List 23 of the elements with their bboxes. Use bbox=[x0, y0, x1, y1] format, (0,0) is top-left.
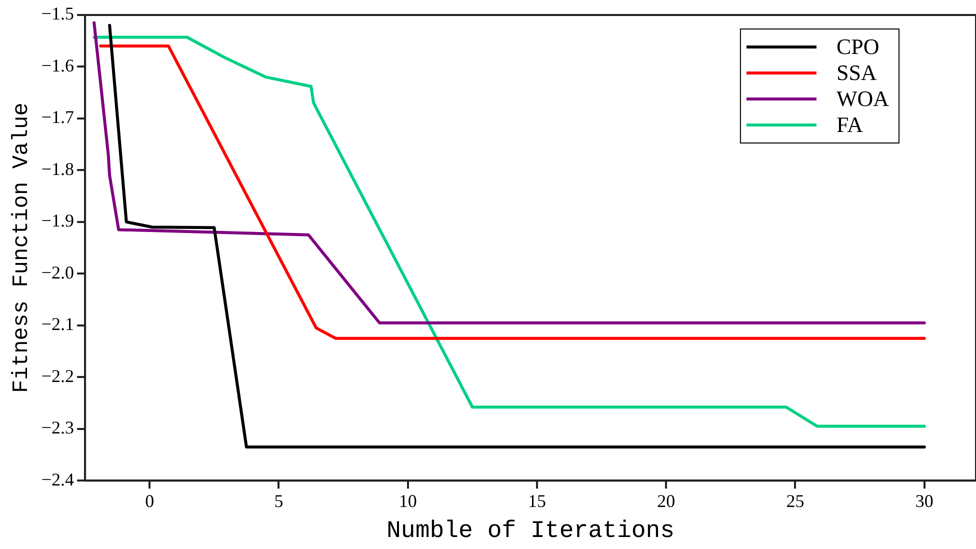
y-tick-label: −2.0 bbox=[41, 262, 74, 282]
y-tick-label: −2.2 bbox=[41, 366, 74, 386]
legend-label: SSA bbox=[836, 60, 877, 85]
x-tick-label: 20 bbox=[657, 491, 676, 512]
y-tick-label: −1.5 bbox=[41, 4, 74, 24]
y-tick-label: −1.6 bbox=[41, 55, 74, 76]
y-tick-label: −1.7 bbox=[41, 107, 74, 128]
x-tick-label: 10 bbox=[398, 491, 417, 512]
x-tick-label: 15 bbox=[528, 491, 546, 512]
legend-label: FA bbox=[836, 112, 864, 137]
y-tick-label: −2.1 bbox=[41, 314, 74, 334]
x-tick-label: 30 bbox=[915, 491, 934, 512]
y-axis-title: Fitness Function Value bbox=[9, 102, 34, 394]
y-tick-label: −1.8 bbox=[41, 158, 74, 179]
y-tick-label: −1.9 bbox=[41, 210, 74, 231]
x-tick-label: 25 bbox=[786, 491, 804, 512]
x-axis-title: Numble of Iterations bbox=[386, 518, 675, 545]
y-tick-label: −2.3 bbox=[41, 418, 74, 438]
x-tick-label: 5 bbox=[274, 491, 284, 512]
legend-label: WOA bbox=[836, 86, 890, 111]
x-tick-label: 0 bbox=[145, 491, 154, 512]
y-tick-label: −2.4 bbox=[41, 469, 74, 490]
legend-label: CPO bbox=[836, 34, 880, 59]
